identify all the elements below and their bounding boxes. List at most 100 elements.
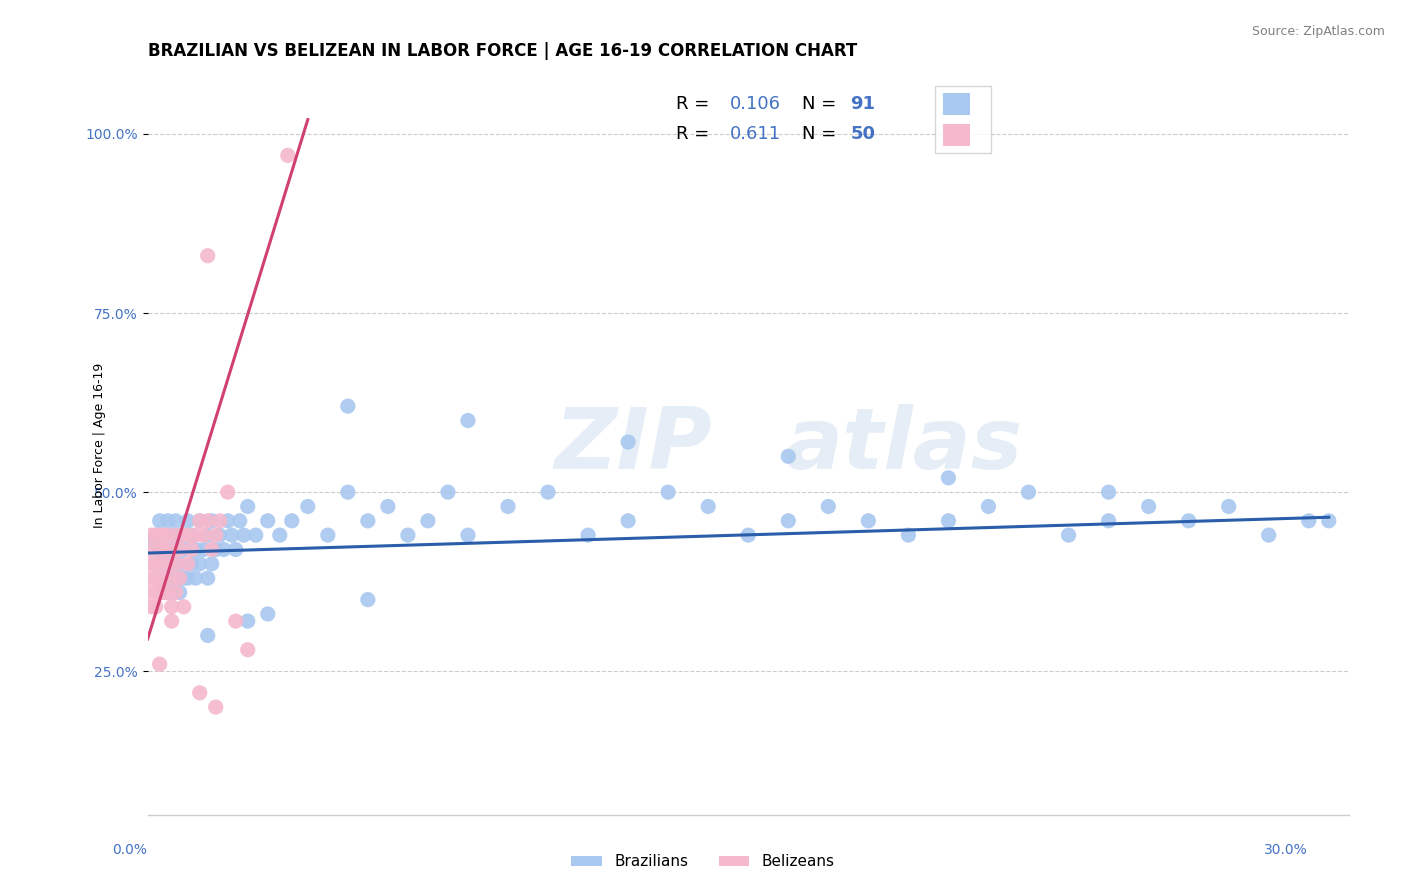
Point — [204, 542, 226, 557]
Point — [416, 514, 439, 528]
Point — [156, 528, 179, 542]
Point — [576, 528, 599, 542]
Point — [269, 528, 291, 542]
Point — [496, 500, 519, 514]
Point — [396, 528, 419, 542]
Point — [176, 557, 198, 571]
Point — [165, 585, 187, 599]
Point — [160, 528, 183, 542]
Point — [145, 528, 167, 542]
Text: ZIP: ZIP — [554, 404, 713, 487]
Point — [149, 557, 172, 571]
Point — [1097, 485, 1119, 500]
Point — [156, 585, 179, 599]
Point — [165, 542, 187, 557]
Point — [141, 528, 163, 542]
Point — [1317, 514, 1340, 528]
Point — [184, 571, 207, 585]
Point — [160, 557, 183, 571]
Point — [169, 585, 191, 599]
Point — [152, 542, 174, 557]
Point — [188, 686, 211, 700]
Point — [457, 528, 479, 542]
Point — [169, 557, 191, 571]
Point — [208, 514, 231, 528]
Point — [173, 528, 195, 542]
Point — [221, 528, 243, 542]
Point — [145, 571, 167, 585]
Legend: , : , — [935, 86, 991, 153]
Point — [457, 413, 479, 427]
Point — [145, 557, 167, 571]
Point — [169, 528, 191, 542]
Point — [737, 528, 759, 542]
Point — [169, 571, 191, 585]
Text: N =: N = — [803, 95, 842, 113]
Point — [537, 485, 560, 500]
Point — [184, 542, 207, 557]
Point — [160, 571, 183, 585]
Text: BRAZILIAN VS BELIZEAN IN LABOR FORCE | AGE 16-19 CORRELATION CHART: BRAZILIAN VS BELIZEAN IN LABOR FORCE | A… — [148, 42, 856, 60]
Point — [165, 528, 187, 542]
Point — [156, 557, 179, 571]
Point — [193, 528, 215, 542]
Point — [336, 485, 359, 500]
Point — [169, 542, 191, 557]
Point — [165, 514, 187, 528]
Point — [149, 514, 172, 528]
Point — [697, 500, 720, 514]
Point — [152, 528, 174, 542]
Text: 0.611: 0.611 — [730, 125, 782, 143]
Legend: Brazilians, Belizeans: Brazilians, Belizeans — [565, 848, 841, 875]
Point — [197, 571, 219, 585]
Point — [197, 628, 219, 642]
Point — [188, 514, 211, 528]
Point — [938, 471, 960, 485]
Point — [176, 571, 198, 585]
Point — [1018, 485, 1040, 500]
Point — [897, 528, 920, 542]
Point — [201, 557, 224, 571]
Point — [141, 542, 163, 557]
Point — [232, 528, 254, 542]
Point — [152, 585, 174, 599]
Point — [236, 642, 259, 657]
Point — [149, 571, 172, 585]
Point — [156, 571, 179, 585]
Point — [149, 585, 172, 599]
Point — [193, 542, 215, 557]
Point — [152, 528, 174, 542]
Point — [156, 514, 179, 528]
Text: atlas: atlas — [785, 404, 1022, 487]
Text: 50: 50 — [851, 125, 876, 143]
Point — [377, 500, 399, 514]
Point — [617, 435, 640, 450]
Point — [437, 485, 460, 500]
Point — [204, 528, 226, 542]
Point — [245, 528, 267, 542]
Point — [357, 592, 380, 607]
Text: 0.0%: 0.0% — [112, 843, 148, 857]
Text: 0.106: 0.106 — [730, 95, 782, 113]
Point — [197, 514, 219, 528]
Point — [188, 514, 211, 528]
Point — [165, 557, 187, 571]
Point — [208, 528, 231, 542]
Text: N =: N = — [803, 125, 842, 143]
Point — [357, 514, 380, 528]
Point — [173, 571, 195, 585]
Point — [197, 528, 219, 542]
Point — [141, 571, 163, 585]
Point — [180, 528, 202, 542]
Point — [1097, 514, 1119, 528]
Point — [176, 528, 198, 542]
Point — [145, 599, 167, 614]
Point — [217, 514, 239, 528]
Point — [1257, 528, 1279, 542]
Point — [176, 514, 198, 528]
Point — [149, 571, 172, 585]
Point — [160, 614, 183, 628]
Point — [141, 599, 163, 614]
Point — [201, 542, 224, 557]
Point — [1057, 528, 1080, 542]
